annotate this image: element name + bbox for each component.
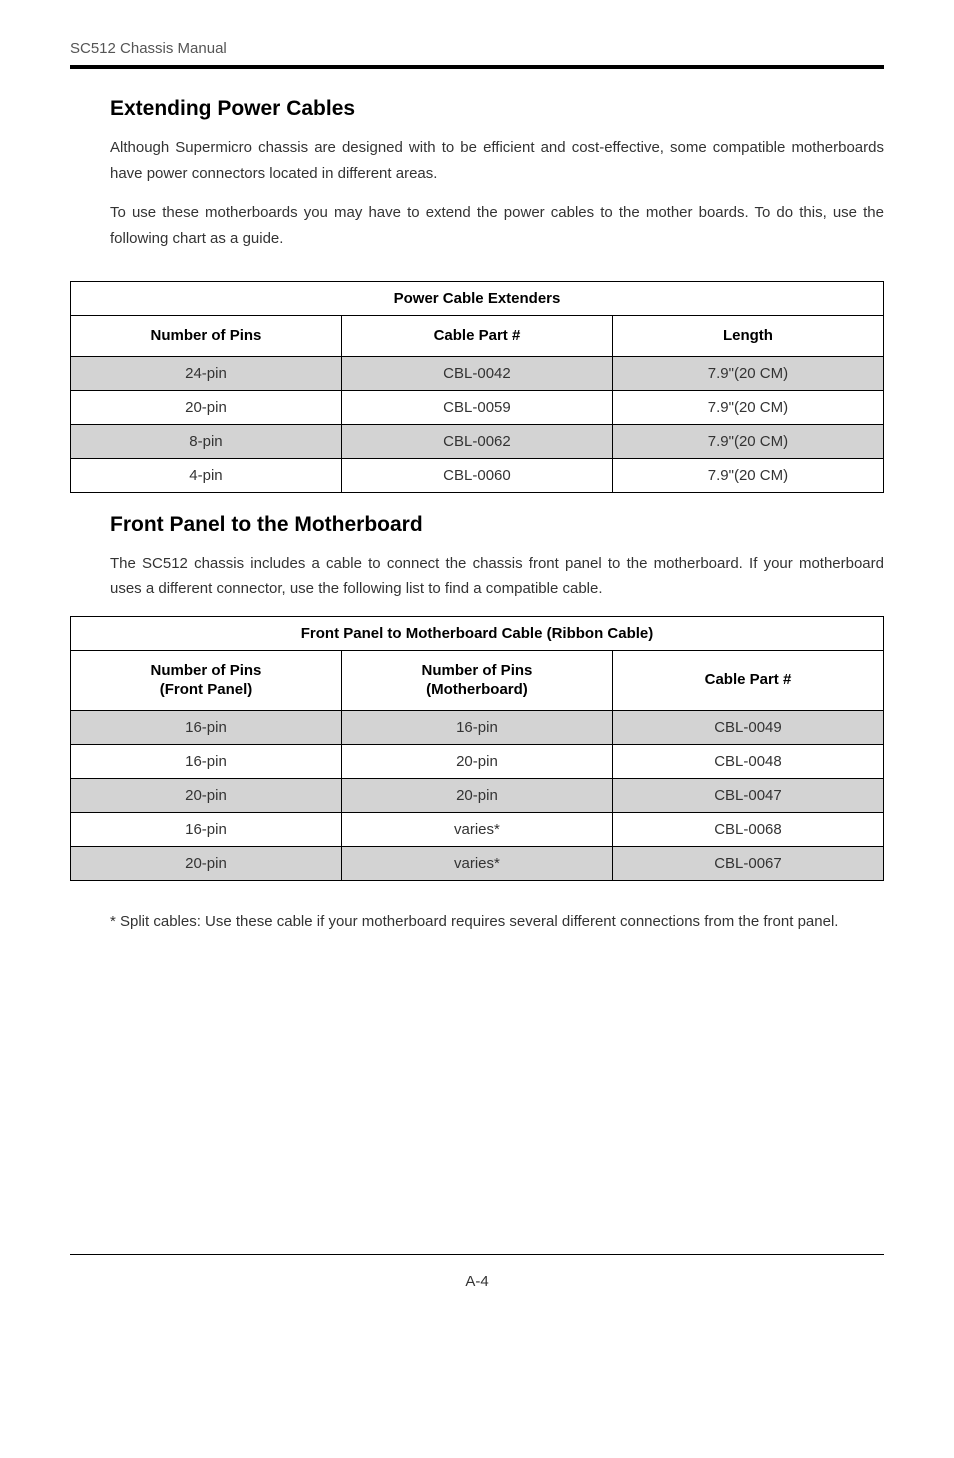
paragraph: To use these motherboards you may have t…: [110, 200, 884, 251]
table-cell: varies*: [341, 846, 612, 880]
table-cell: CBL-0067: [612, 846, 883, 880]
table-cell: 20-pin: [71, 778, 342, 812]
col-head: Number of Pins: [71, 316, 342, 357]
page-container: SC512 Chassis Manual Extending Power Cab…: [0, 0, 954, 1340]
table-cell: 20-pin: [71, 390, 342, 424]
table-cell: CBL-0049: [612, 710, 883, 744]
table-row: 16-pinvaries*CBL-0068: [71, 812, 884, 846]
table-cell: 16-pin: [71, 744, 342, 778]
col-head: Cable Part #: [612, 650, 883, 710]
table-row: 16-pin16-pinCBL-0049: [71, 710, 884, 744]
table-cell: CBL-0047: [612, 778, 883, 812]
section-heading-extending: Extending Power Cables: [110, 97, 884, 121]
table-row: 20-pinvaries*CBL-0067: [71, 846, 884, 880]
table-row: 16-pin20-pinCBL-0048: [71, 744, 884, 778]
col-head: Number of Pins(Front Panel): [71, 650, 342, 710]
page-number: A-4: [70, 1273, 884, 1290]
table-row: 4-pinCBL-00607.9"(20 CM): [71, 458, 884, 492]
footer-rule: [70, 1254, 884, 1255]
table-cell: 7.9"(20 CM): [612, 458, 883, 492]
table-cell: 20-pin: [341, 744, 612, 778]
page-footer: A-4: [70, 1254, 884, 1290]
table: Front Panel to Motherboard Cable (Ribbon…: [70, 616, 884, 881]
table-power-extenders: Power Cable Extenders Number of Pins Cab…: [70, 281, 884, 493]
table-cell: CBL-0068: [612, 812, 883, 846]
paragraph: The SC512 chassis includes a cable to co…: [110, 551, 884, 602]
table-cell: CBL-0059: [341, 390, 612, 424]
table-cell: varies*: [341, 812, 612, 846]
table-cell: 7.9"(20 CM): [612, 356, 883, 390]
table-cell: CBL-0042: [341, 356, 612, 390]
table-cell: 16-pin: [71, 812, 342, 846]
col-head: Cable Part #: [341, 316, 612, 357]
table-cell: CBL-0062: [341, 424, 612, 458]
table-front-panel: Front Panel to Motherboard Cable (Ribbon…: [70, 616, 884, 881]
running-header: SC512 Chassis Manual: [70, 40, 884, 57]
table-cell: 16-pin: [71, 710, 342, 744]
table-body: 16-pin16-pinCBL-004916-pin20-pinCBL-0048…: [71, 710, 884, 880]
table-row: 8-pinCBL-00627.9"(20 CM): [71, 424, 884, 458]
table-cell: 20-pin: [71, 846, 342, 880]
col-head: Number of Pins(Motherboard): [341, 650, 612, 710]
footnote: * Split cables: Use these cable if your …: [110, 909, 884, 935]
paragraph: Although Supermicro chassis are designed…: [110, 135, 884, 186]
table: Power Cable Extenders Number of Pins Cab…: [70, 281, 884, 493]
table-title: Power Cable Extenders: [71, 282, 884, 316]
table-cell: 7.9"(20 CM): [612, 390, 883, 424]
table-body: 24-pinCBL-00427.9"(20 CM)20-pinCBL-00597…: [71, 356, 884, 492]
table-cell: CBL-0048: [612, 744, 883, 778]
table-row: 20-pin20-pinCBL-0047: [71, 778, 884, 812]
table-row: 24-pinCBL-00427.9"(20 CM): [71, 356, 884, 390]
table-cell: CBL-0060: [341, 458, 612, 492]
table-cell: 7.9"(20 CM): [612, 424, 883, 458]
table-cell: 16-pin: [341, 710, 612, 744]
col-head: Length: [612, 316, 883, 357]
table-cell: 8-pin: [71, 424, 342, 458]
table-cell: 4-pin: [71, 458, 342, 492]
table-title: Front Panel to Motherboard Cable (Ribbon…: [71, 616, 884, 650]
table-cell: 20-pin: [341, 778, 612, 812]
table-cell: 24-pin: [71, 356, 342, 390]
section-heading-front-panel: Front Panel to the Motherboard: [110, 513, 884, 537]
table-row: 20-pinCBL-00597.9"(20 CM): [71, 390, 884, 424]
header-rule: [70, 65, 884, 69]
